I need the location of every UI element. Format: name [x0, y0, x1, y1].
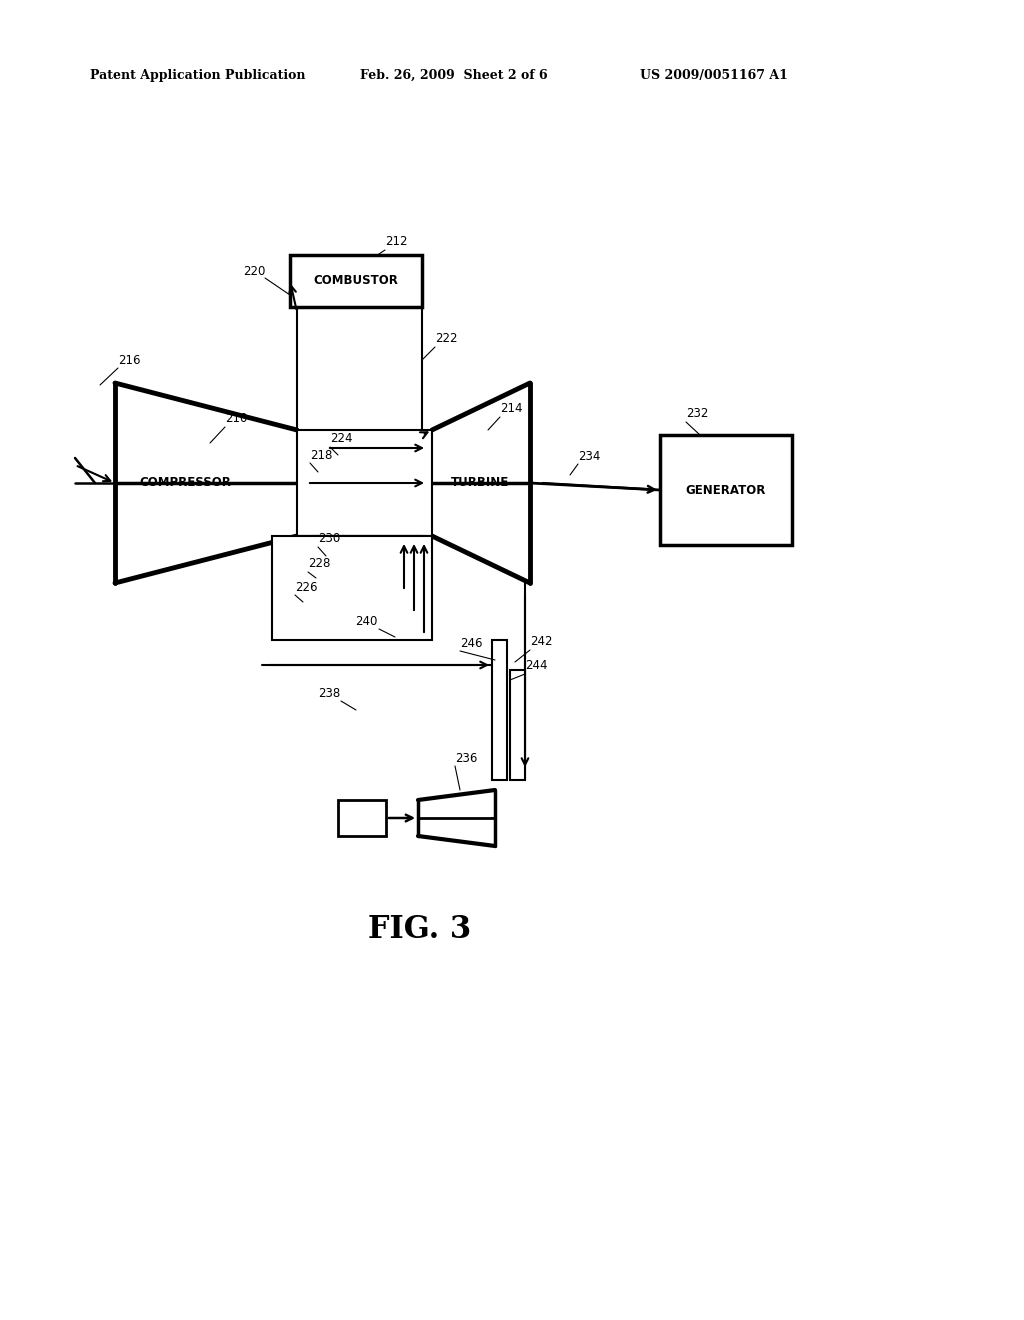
Bar	[338, 800, 386, 836]
Text: 210: 210	[225, 412, 248, 425]
Text: COMPRESSOR: COMPRESSOR	[139, 477, 231, 490]
Text: FIG. 3: FIG. 3	[369, 915, 472, 945]
Bar	[312, 536, 420, 597]
Text: US 2009/0051167 A1: US 2009/0051167 A1	[640, 69, 787, 82]
Bar	[272, 536, 432, 640]
Text: Feb. 26, 2009  Sheet 2 of 6: Feb. 26, 2009 Sheet 2 of 6	[360, 69, 548, 82]
Bar	[660, 436, 792, 545]
Text: 214: 214	[500, 403, 522, 414]
Bar	[292, 536, 426, 618]
Text: 244: 244	[525, 659, 548, 672]
Text: GENERATOR: GENERATOR	[686, 483, 766, 496]
Text: 246: 246	[460, 638, 482, 649]
Bar	[492, 640, 507, 780]
Text: 212: 212	[385, 235, 408, 248]
Text: 222: 222	[435, 333, 458, 345]
Text: 216: 216	[118, 354, 140, 367]
Text: 226: 226	[295, 581, 317, 594]
Text: 232: 232	[686, 407, 709, 420]
Text: 236: 236	[455, 752, 477, 766]
Text: 230: 230	[318, 532, 340, 545]
Text: TURBINE: TURBINE	[451, 477, 509, 490]
Text: Patent Application Publication: Patent Application Publication	[90, 69, 305, 82]
Text: 224: 224	[330, 432, 352, 445]
Text: 228: 228	[308, 557, 331, 570]
Text: 242: 242	[530, 635, 553, 648]
Bar	[297, 430, 432, 536]
Text: 238: 238	[317, 686, 340, 700]
Bar	[510, 671, 525, 780]
Text: COMBUSTOR: COMBUSTOR	[313, 275, 398, 288]
Text: 234: 234	[578, 450, 600, 463]
Text: 218: 218	[310, 449, 333, 462]
Text: 220: 220	[243, 265, 265, 279]
Bar	[290, 255, 422, 308]
Text: 240: 240	[355, 615, 378, 628]
